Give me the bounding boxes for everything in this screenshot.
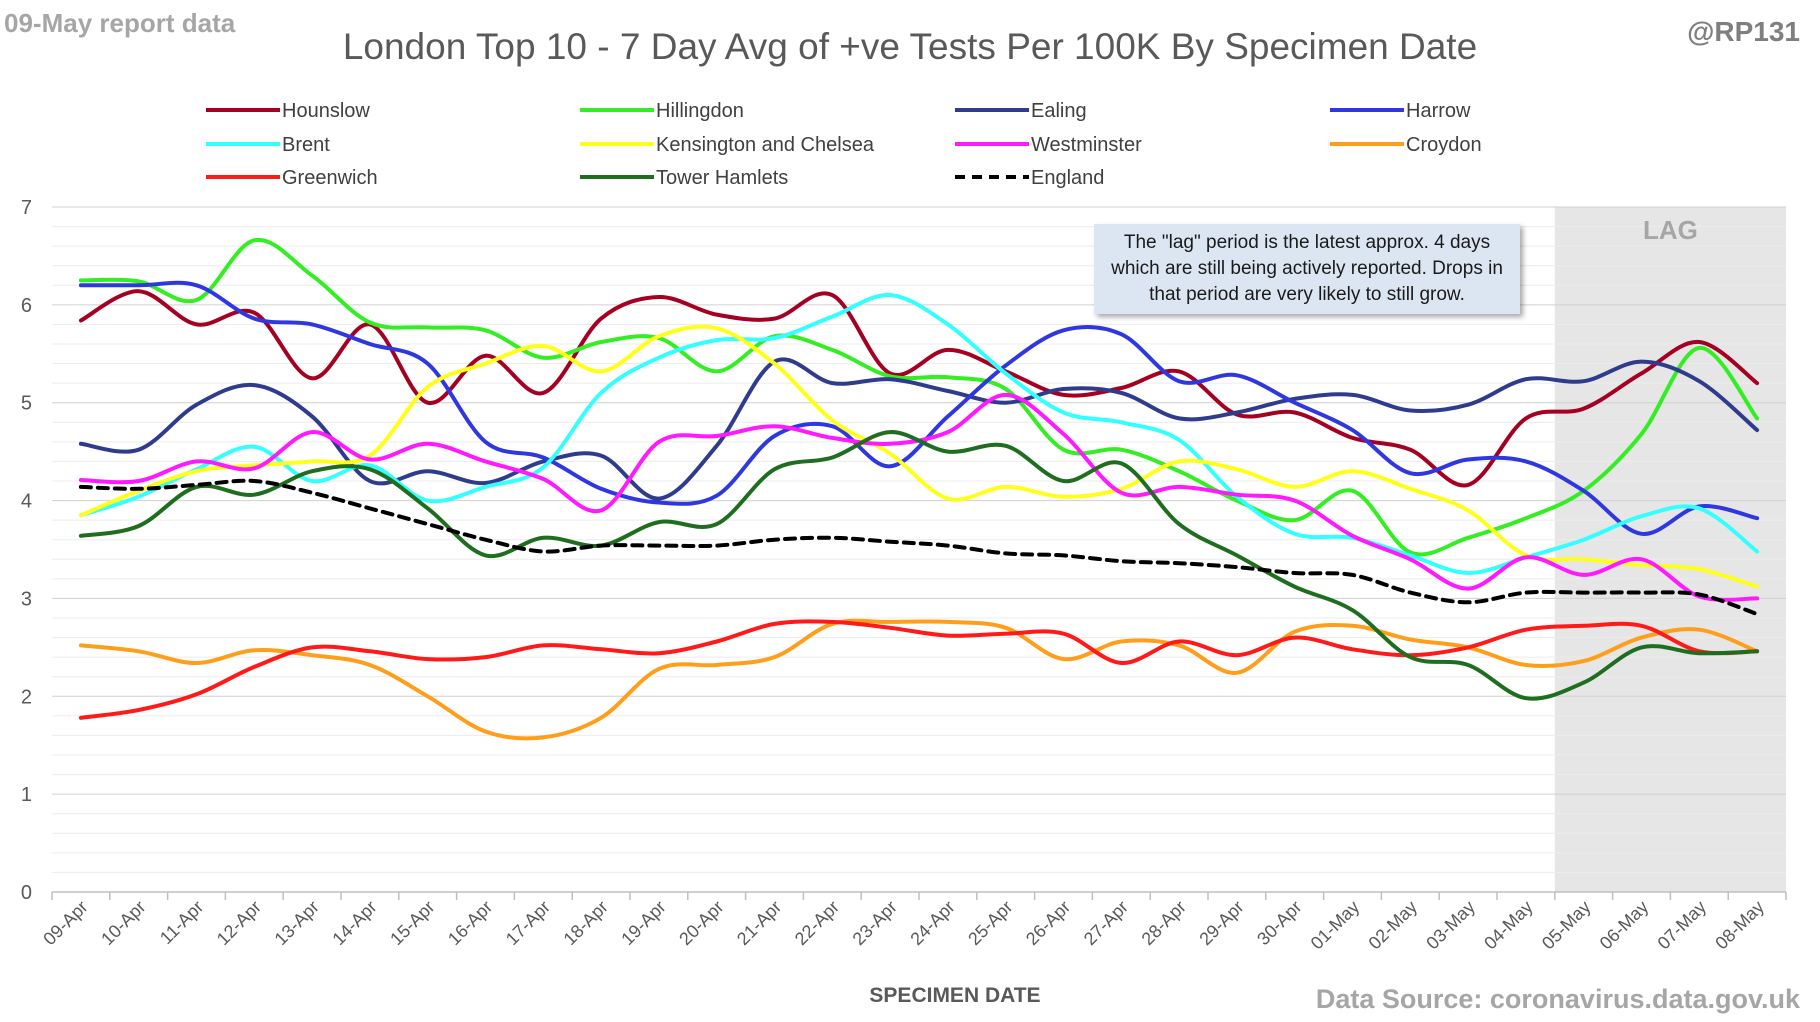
x-tick-label: 23-Apr [849,897,901,949]
report-date-label: 09-May report data [4,8,236,38]
x-tick-label: 03-May [1422,897,1479,954]
x-axis-title: SPECIMEN DATE [869,984,1041,1007]
y-tick-label: 6 [21,295,32,317]
y-tick-label: 0 [21,882,32,904]
x-tick-label: 01-May [1307,897,1364,954]
x-tick-label: 19-Apr [617,897,669,949]
legend-label-ealing: Ealing [1031,100,1087,122]
y-tick-label: 7 [21,197,32,219]
lag-region [1554,207,1786,892]
x-tick-label: 16-Apr [444,897,496,949]
x-tick-label: 10-Apr [97,897,149,949]
x-tick-label: 21-Apr [733,897,785,949]
x-tick-label: 17-Apr [502,897,554,949]
series-line-tower-hamlets [78,430,1760,701]
lag-label: LAG [1643,215,1698,245]
x-tick-label: 29-Apr [1195,897,1247,949]
y-tick-label: 5 [21,393,32,415]
series-line-croydon [78,618,1760,741]
legend-label-greenwich: Greenwich [282,167,378,189]
x-tick-label: 12-Apr [213,897,265,949]
series-line-greenwich [78,619,1760,720]
chart-title: London Top 10 - 7 Day Avg of +ve Tests P… [342,26,1478,67]
x-tick-label: 27-Apr [1080,897,1132,949]
x-tick-label: 11-Apr [156,897,207,948]
series-line-ealing [78,357,1760,501]
legend-label-tower-hamlets: Tower Hamlets [656,167,788,189]
data-source-label: Data Source: coronavirus.data.gov.uk [1315,984,1800,1014]
y-tick-label: 1 [21,784,32,806]
legend-label-westminster: Westminster [1031,134,1142,156]
x-tick-label: 22-Apr [791,897,843,949]
x-tick-label: 30-Apr [1253,897,1305,949]
x-tick-label: 04-May [1480,897,1537,954]
x-tick-label: 05-May [1538,897,1595,954]
series-line-hounslow [78,289,1760,488]
x-tick-label: 02-May [1365,897,1422,954]
series-line-kensington-and-chelsea [78,324,1760,589]
y-tick-label: 4 [21,491,32,513]
x-tick-label: 09-Apr [39,897,91,949]
x-tick-label: 06-May [1596,897,1653,954]
legend-label-brent: Brent [282,134,330,156]
legend-label-croydon: Croydon [1406,134,1482,156]
legend-label-kensington-and-chelsea: Kensington and Chelsea [656,134,875,156]
legend-label-hillingdon: Hillingdon [656,100,744,122]
x-tick-label: 08-May [1711,897,1768,954]
lag-annotation: The "lag" period is the latest approx. 4… [1094,224,1520,314]
x-tick-label: 18-Apr [560,897,612,949]
legend-label-harrow: Harrow [1406,100,1471,122]
x-tick-label: 15-Apr [386,897,438,949]
x-tick-label: 28-Apr [1138,897,1190,949]
y-tick-label: 3 [21,588,32,610]
x-tick-label: 14-Apr [328,897,380,949]
x-tick-label: 25-Apr [964,897,1016,949]
author-handle: @RP131 [1687,16,1800,47]
x-tick-label: 26-Apr [1022,897,1074,949]
x-tick-label: 24-Apr [906,897,958,949]
x-tick-label: 20-Apr [675,897,727,949]
series-line-brent [78,293,1760,576]
series-line-harrow [78,280,1760,536]
series-line-westminster [78,392,1760,602]
series-line-hillingdon [78,237,1760,557]
series-line-england [78,478,1760,617]
y-tick-label: 2 [21,686,32,708]
x-tick-label: 13-Apr [271,897,323,949]
legend-label-england: England [1031,167,1104,189]
x-tick-label: 07-May [1654,897,1711,954]
legend-label-hounslow: Hounslow [282,100,370,122]
